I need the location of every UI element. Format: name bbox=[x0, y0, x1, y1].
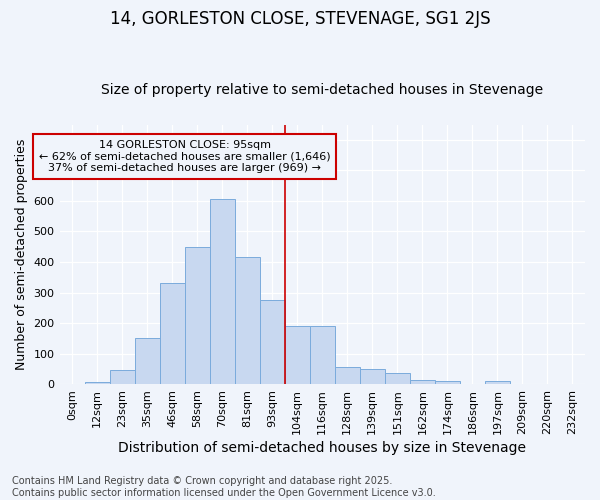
Bar bbox=[360, 369, 385, 384]
Text: 14, GORLESTON CLOSE, STEVENAGE, SG1 2JS: 14, GORLESTON CLOSE, STEVENAGE, SG1 2JS bbox=[110, 10, 490, 28]
Bar bbox=[260, 300, 285, 384]
Bar bbox=[435, 380, 460, 384]
Bar bbox=[285, 326, 310, 384]
Text: Contains HM Land Registry data © Crown copyright and database right 2025.
Contai: Contains HM Land Registry data © Crown c… bbox=[12, 476, 436, 498]
Bar bbox=[110, 370, 134, 384]
Bar bbox=[485, 380, 510, 384]
Bar bbox=[209, 200, 235, 384]
Bar bbox=[335, 368, 360, 384]
Y-axis label: Number of semi-detached properties: Number of semi-detached properties bbox=[15, 138, 28, 370]
Bar bbox=[185, 246, 209, 384]
Bar bbox=[310, 326, 335, 384]
Text: 14 GORLESTON CLOSE: 95sqm
← 62% of semi-detached houses are smaller (1,646)
37% : 14 GORLESTON CLOSE: 95sqm ← 62% of semi-… bbox=[39, 140, 331, 173]
Bar bbox=[235, 258, 260, 384]
Bar bbox=[410, 380, 435, 384]
Bar bbox=[134, 338, 160, 384]
Bar bbox=[160, 284, 185, 384]
Bar bbox=[385, 372, 410, 384]
Title: Size of property relative to semi-detached houses in Stevenage: Size of property relative to semi-detach… bbox=[101, 83, 544, 97]
X-axis label: Distribution of semi-detached houses by size in Stevenage: Distribution of semi-detached houses by … bbox=[118, 441, 526, 455]
Bar bbox=[85, 382, 110, 384]
